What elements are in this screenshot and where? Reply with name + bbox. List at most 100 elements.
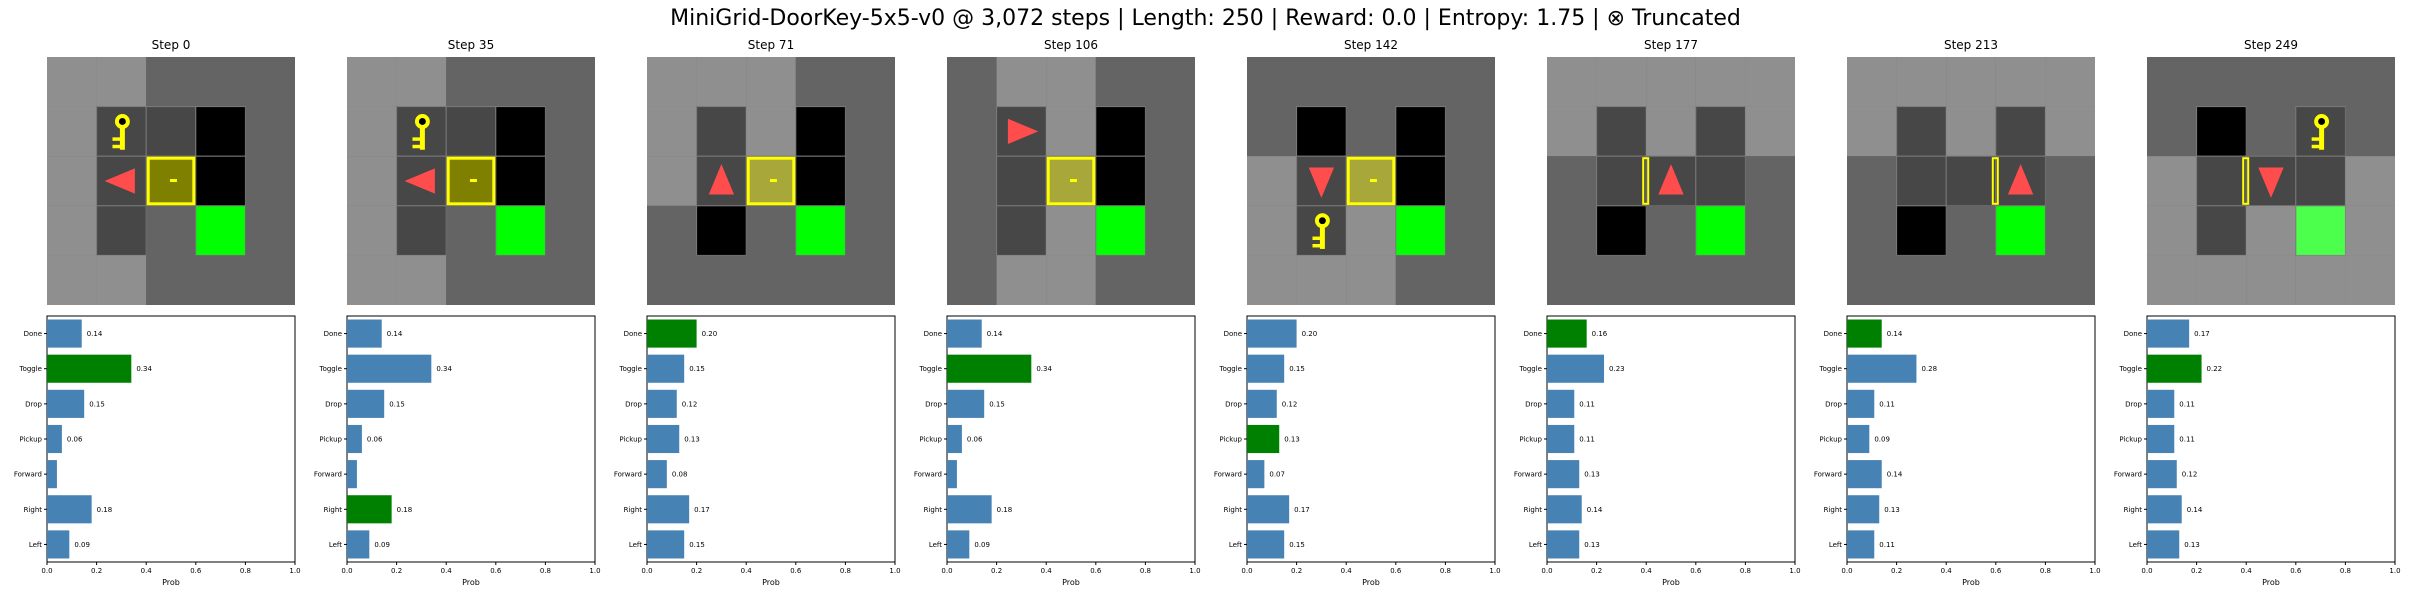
bar-value-label: 0.15 [689,365,705,373]
x-axis-label: Prob [762,578,780,587]
wall-cell [1145,205,1195,256]
y-tick-label: Right [1524,506,1543,514]
bar-done [647,319,697,348]
wall-cell [195,57,246,107]
wall-cell [1596,255,1647,305]
key-shaft [2319,127,2325,150]
bar-drop [647,389,677,418]
bar-forward [947,460,957,489]
bar-left [47,530,70,559]
y-tick-label: Done [24,330,42,338]
bar-forward [47,460,57,489]
x-axis-label: Prob [462,578,480,587]
bar-value-label: 0.18 [997,506,1013,514]
wall-cell [2295,57,2346,107]
wall-cell [1547,156,1597,206]
wall-cell [795,255,846,305]
x-tick-label: 0.8 [2340,567,2351,575]
y-tick-label: Right [1224,506,1243,514]
bar-forward [347,460,357,489]
wall-cell [1395,255,1446,305]
floor-cell [96,205,147,256]
bar-value-label: 0.14 [387,330,403,338]
bar-value-label: 0.09 [74,541,90,549]
wall-cell [2147,255,2197,305]
wall-cell [2045,57,2095,107]
y-tick-label: Done [2124,330,2142,338]
y-tick-label: Left [2129,541,2142,549]
wall-cell [47,57,97,107]
x-tick-label: 0.6 [490,567,502,575]
wall-cell [996,57,1047,107]
wall-cell [2345,57,2395,107]
bar-value-label: 0.15 [89,400,105,408]
wall-cell [696,255,747,305]
x-tick-label: 0.8 [1740,567,1751,575]
x-axis-label: Prob [1662,578,1680,587]
y-tick-label: Left [29,541,42,549]
wall-cell [1247,255,1297,305]
x-tick-label: 1.0 [1189,567,1200,575]
wall-cell [1946,205,1996,256]
key-shaft [119,127,125,150]
bar-right [1247,495,1290,524]
bar-value-label: 0.34 [436,365,452,373]
x-tick-label: 1.0 [889,567,900,575]
wall-cell [947,106,997,157]
wall-cell [245,106,295,157]
unseen-cell [495,156,546,206]
wall-cell [47,106,97,157]
wall-cell [245,205,295,256]
bar-value-label: 0.20 [1302,330,1318,338]
bar-pickup [947,424,962,454]
bar-value-label: 0.14 [87,330,103,338]
x-tick-label: 0.2 [91,567,102,575]
wall-cell [746,255,796,305]
wall-cell [1995,255,2046,305]
x-tick-label: 0.4 [441,567,453,575]
wall-cell [947,57,997,107]
y-tick-label: Pickup [2119,436,2142,444]
bar-pickup [2147,424,2175,454]
x-axis-label: Prob [162,578,180,587]
unseen-cell [1095,106,1146,157]
bar-drop [1847,389,1875,418]
wall-cell [2147,205,2197,256]
floor-cell [1695,106,1746,157]
y-tick-label: Toggle [1518,365,1542,373]
bar-value-label: 0.13 [1884,506,1900,514]
agent-triangle [2007,164,2034,195]
y-tick-label: Forward [1214,471,1242,479]
wall-cell [2045,106,2095,157]
wall-cell [347,205,397,256]
wall-cell [1847,156,1897,206]
y-tick-label: Pickup [19,436,42,444]
y-tick-label: Pickup [919,436,942,444]
bar-forward [1247,460,1265,489]
bar-right [1547,495,1582,524]
wall-cell [845,156,895,206]
wall-cell [1847,255,1897,305]
wall-cell [1946,57,1996,107]
wall-cell [1346,106,1396,157]
y-tick-label: Left [1829,541,1842,549]
wall-cell [47,255,97,305]
bar-right [47,495,92,524]
floor-cell [1896,156,1947,206]
bar-value-label: 0.14 [1587,506,1603,514]
wall-cell [245,57,295,107]
bar-value-label: 0.09 [374,541,390,549]
bar-pickup [1547,424,1575,454]
key-tooth [1312,243,1321,248]
bar-pickup [1247,424,1280,454]
wall-cell [2345,106,2395,157]
wall-cell [2345,255,2395,305]
y-tick-label: Drop [1225,400,1242,408]
bar-done [347,319,382,348]
y-tick-label: Pickup [1519,436,1542,444]
wall-cell [446,255,496,305]
wall-cell [845,255,895,305]
bar-value-label: 0.14 [1887,471,1903,479]
y-tick-label: Forward [614,471,642,479]
x-tick-label: 0.0 [341,567,352,575]
